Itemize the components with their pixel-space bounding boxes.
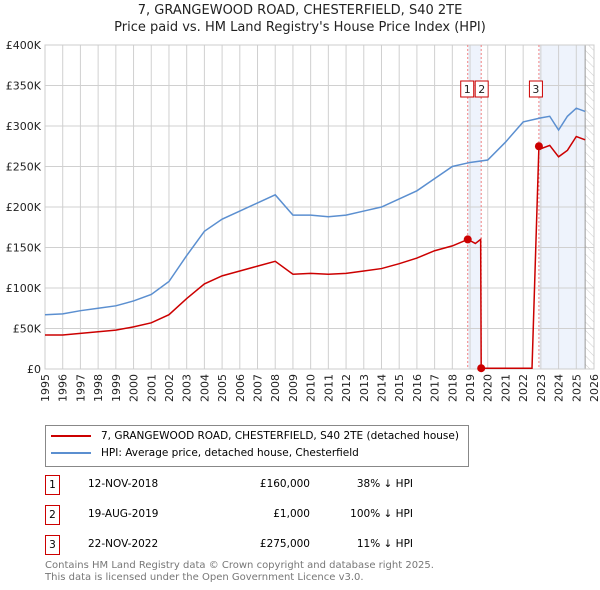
legend-swatch-hpi bbox=[51, 452, 91, 454]
y-tick-label: £400K bbox=[6, 39, 42, 52]
sale-date: 19-AUG-2019 bbox=[88, 508, 159, 520]
sale-price: £275,000 bbox=[259, 538, 310, 550]
plot-frame bbox=[44, 44, 595, 370]
x-tick-label: 2020 bbox=[482, 374, 495, 402]
sale-date: 12-NOV-2018 bbox=[88, 478, 159, 490]
sale-label-box bbox=[460, 80, 475, 98]
chart-subtitle: Price paid vs. HM Land Registry's House … bbox=[114, 20, 486, 35]
x-tick-label: 1998 bbox=[92, 374, 105, 402]
y-tick-label: £250K bbox=[6, 161, 42, 174]
x-tick-label: 2017 bbox=[429, 374, 442, 402]
x-tick-label: 2019 bbox=[464, 374, 477, 402]
y-tick-label: £50K bbox=[13, 323, 42, 336]
y-tick-label: £200K bbox=[6, 201, 42, 214]
sale-label-box bbox=[528, 80, 543, 98]
x-tick-label: 2012 bbox=[340, 374, 353, 402]
x-tick-label: 1999 bbox=[110, 374, 123, 402]
x-tick-label: 2025 bbox=[570, 374, 583, 402]
sale-label: 2 bbox=[478, 83, 485, 96]
sale-marker-badge: 3 bbox=[45, 535, 60, 555]
y-tick-label: £100K bbox=[6, 282, 42, 295]
y-tick-label: £350K bbox=[6, 80, 42, 93]
x-tick-label: 2026 bbox=[588, 374, 600, 402]
legend-swatch-property bbox=[51, 435, 91, 437]
y-tick-label: £150K bbox=[6, 242, 42, 255]
footer-line: Contains HM Land Registry data © Crown c… bbox=[45, 560, 434, 571]
x-tick-label: 2001 bbox=[145, 374, 158, 402]
footer-note: Contains HM Land Registry data © Crown c… bbox=[45, 560, 434, 584]
x-tick-label: 2002 bbox=[163, 374, 176, 402]
x-tick-label: 2015 bbox=[393, 374, 406, 402]
x-tick-label: 2014 bbox=[375, 374, 388, 402]
legend: 7, GRANGEWOOD ROAD, CHESTERFIELD, S40 2T… bbox=[45, 425, 469, 467]
sale-point bbox=[477, 364, 486, 373]
sale-hpi-diff: 100% ↓ HPI bbox=[350, 508, 413, 520]
sale-date: 22-NOV-2022 bbox=[88, 538, 159, 550]
y-tick-label: £0 bbox=[27, 363, 41, 376]
sale-label-box bbox=[474, 80, 489, 98]
x-tick-label: 1997 bbox=[74, 374, 87, 402]
sale-row: 3 22-NOV-2022 £275,000 11% ↓ HPI bbox=[45, 535, 445, 555]
sale-point bbox=[534, 142, 543, 151]
price-paid-line bbox=[45, 135, 586, 369]
y-tick-label: £300K bbox=[6, 120, 42, 133]
plot-area: 1995 1996 1997 1998 1999 2000 2001 2002 2003 2004… bbox=[6, 39, 600, 402]
x-tick-label: 2006 bbox=[234, 374, 247, 402]
x-tick-label: 2013 bbox=[358, 374, 371, 402]
hpi-line bbox=[44, 107, 586, 316]
x-tick-label: 2008 bbox=[269, 374, 282, 402]
legend-label-hpi: HPI: Average price, detached house, Ches… bbox=[101, 447, 359, 459]
sale-marker-badge: 1 bbox=[45, 475, 60, 495]
legend-label-property: 7, GRANGEWOOD ROAD, CHESTERFIELD, S40 2T… bbox=[101, 430, 459, 442]
x-tick-label: 2016 bbox=[411, 374, 424, 402]
sale-marker-badge: 2 bbox=[45, 505, 60, 525]
sale-label: 1 bbox=[464, 83, 471, 96]
x-tick-label: 2005 bbox=[216, 374, 229, 402]
x-tick-label: 2009 bbox=[287, 374, 300, 402]
sale-row: 2 19-AUG-2019 £1,000 100% ↓ HPI bbox=[45, 505, 445, 525]
x-tick-label: 1995 bbox=[39, 374, 52, 402]
x-tick-label: 2003 bbox=[181, 374, 194, 402]
x-tick-label: 2021 bbox=[499, 374, 512, 402]
chart-title: 7, GRANGEWOOD ROAD, CHESTERFIELD, S40 2T… bbox=[137, 3, 463, 18]
footer-line: This data is licensed under the Open Gov… bbox=[45, 572, 364, 583]
sale-price: £1,000 bbox=[273, 508, 310, 520]
sale-row: 1 12-NOV-2018 £160,000 38% ↓ HPI bbox=[45, 475, 445, 495]
sale-price: £160,000 bbox=[259, 478, 310, 490]
x-tick-label: 2010 bbox=[305, 374, 318, 402]
x-tick-label: 2011 bbox=[322, 374, 335, 402]
x-tick-label: 1996 bbox=[57, 374, 70, 402]
x-tick-label: 2000 bbox=[128, 374, 141, 402]
x-tick-label: 2024 bbox=[553, 374, 566, 402]
sale-hpi-diff: 38% ↓ HPI bbox=[356, 478, 413, 490]
sale-hpi-diff: 11% ↓ HPI bbox=[356, 538, 413, 550]
x-tick-label: 2018 bbox=[446, 374, 459, 402]
x-tick-label: 2023 bbox=[535, 374, 548, 402]
x-tick-label: 2004 bbox=[198, 374, 211, 402]
sale-point bbox=[463, 235, 472, 244]
x-tick-label: 2007 bbox=[252, 374, 265, 402]
x-tick-label: 2022 bbox=[517, 374, 530, 402]
sale-label: 3 bbox=[532, 83, 539, 96]
